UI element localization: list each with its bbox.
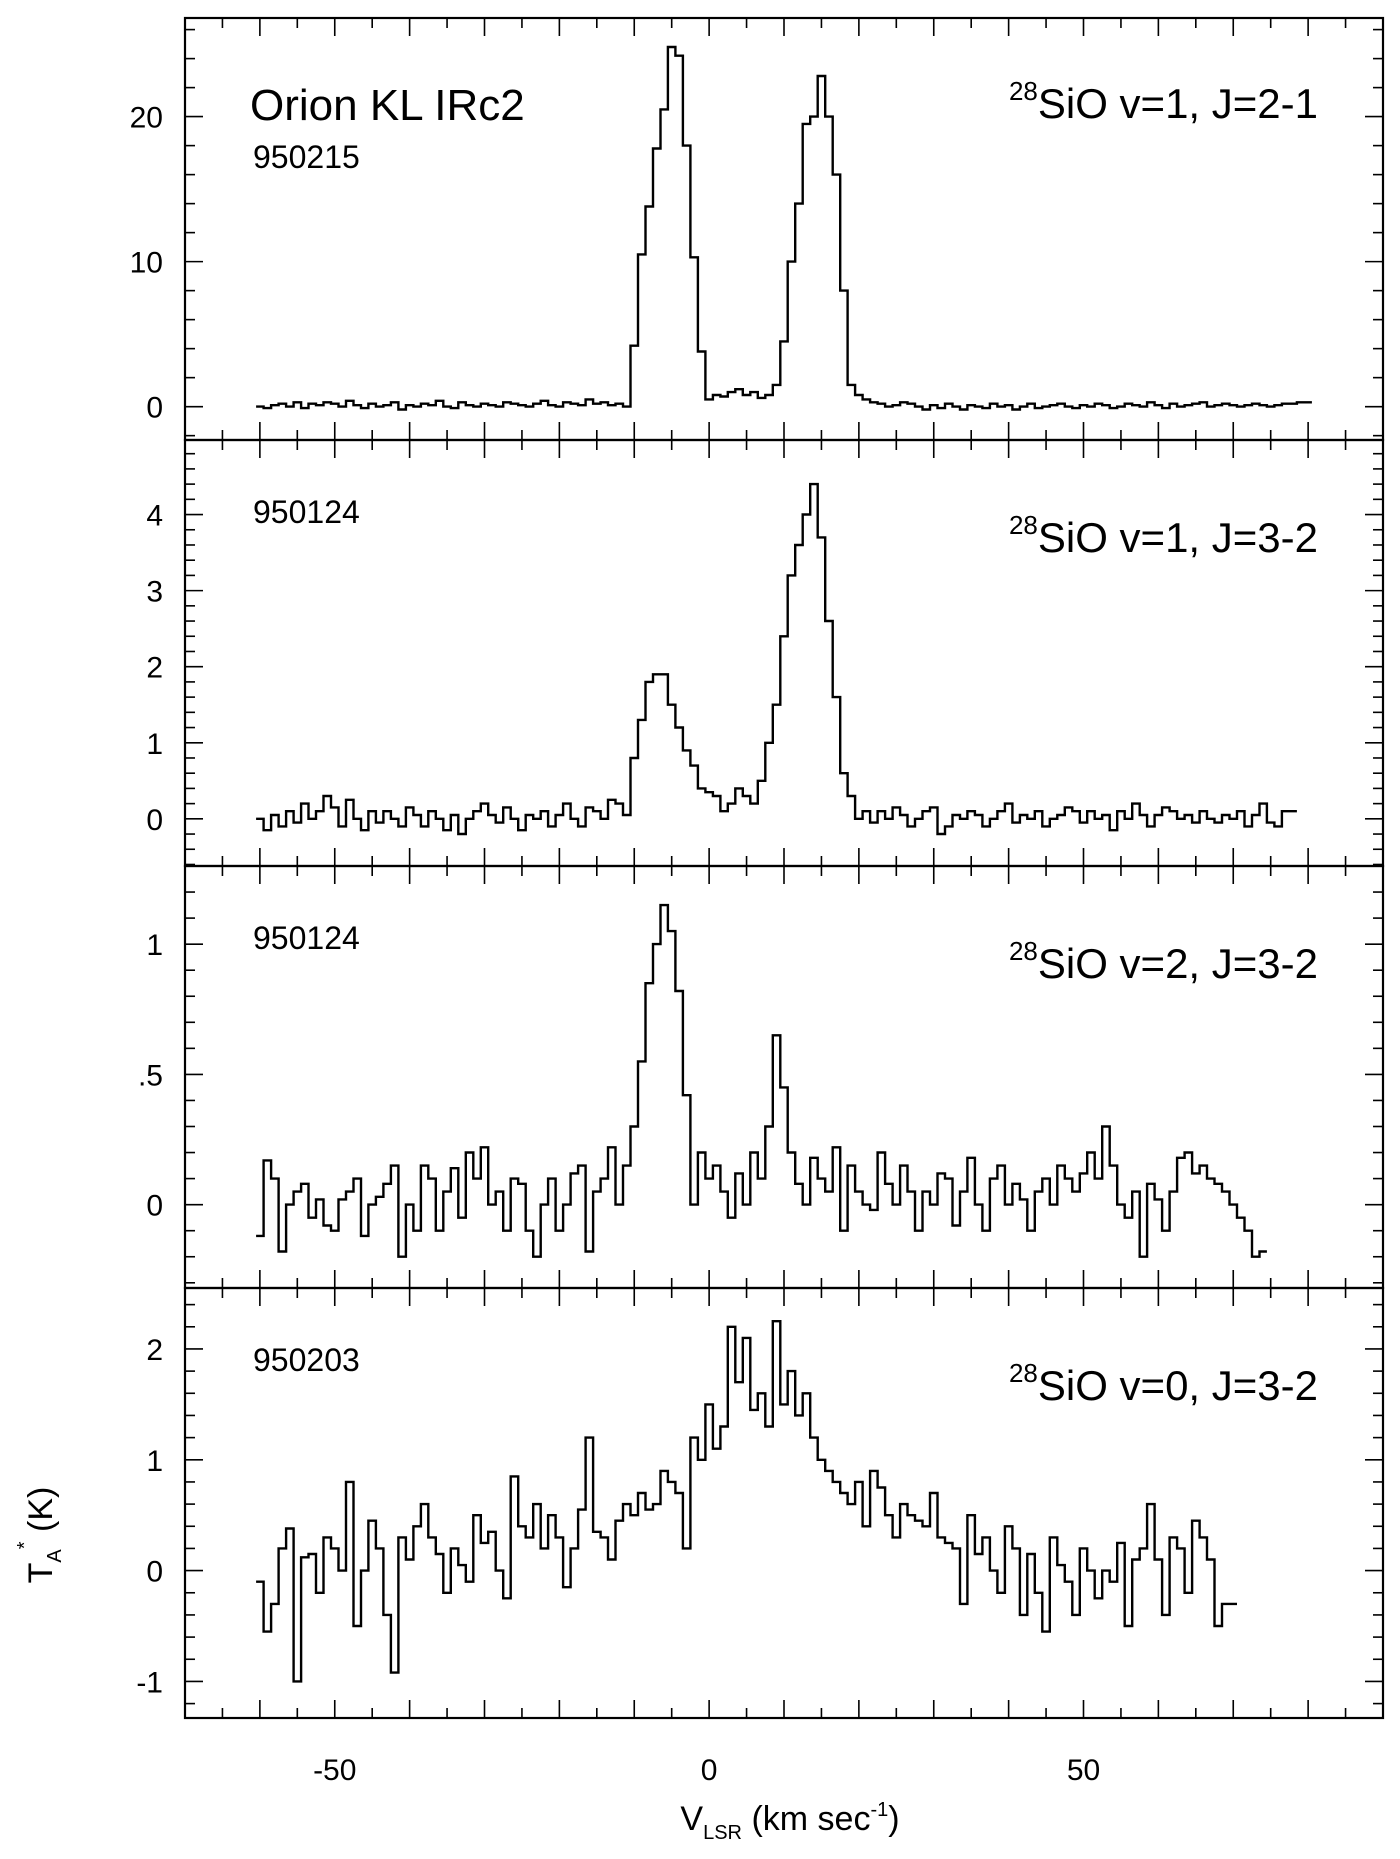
y-axis-label-main: T [22,1563,60,1584]
y-tick-label: 1 [146,728,163,761]
x-tick-label: 0 [701,1754,718,1787]
transition-text: SiO v=0, J=3-2 [1038,1362,1318,1409]
x-axis-label-main: V [680,1800,703,1838]
y-tick-label: .5 [138,1059,163,1092]
spectrum-line [256,482,1297,836]
x-tick-label: 50 [1067,1754,1100,1787]
y-tick-label: 20 [130,102,163,135]
x-axis-label-rest: (km sec [742,1800,870,1838]
panel-transition-label: 28SiO v=1, J=3-2 [1009,510,1318,561]
panel-date-label: 950215 [253,139,360,175]
y-tick-label: 2 [146,1334,163,1367]
panel-date-label: 950124 [253,920,360,956]
spectrum-line [256,1320,1237,1683]
panel-frame [183,864,1385,1290]
y-tick-label: 1 [146,929,163,962]
x-axis-label-close: ) [888,1800,899,1838]
panel-3: 0 .5 1 950124 28SiO v=2, J=3-2 [138,864,1385,1290]
panel-2: 0 1 2 3 4 950124 28SiO v=1, J=3-2 [146,438,1385,868]
x-axis-label-sub: LSR [703,1822,742,1844]
y-axis-label: TA * (K) [14,1487,66,1584]
y-axis-label-rest: (K) [22,1487,60,1542]
panel-4: -1 0 1 2 950203 28SiO v=0, J=3-2 [136,1286,1385,1720]
isotope-superscript: 28 [1009,936,1038,966]
transition-text: SiO v=1, J=2-1 [1038,80,1318,127]
isotope-superscript: 28 [1009,1358,1038,1388]
panel-date-label: 950124 [253,494,360,530]
y-tick-label: 0 [146,392,163,425]
y-axis-label-sub: A [44,1549,66,1563]
y-tick-label: 10 [130,247,163,280]
y-tick-label: 0 [146,1556,163,1589]
spectrum-line [256,903,1267,1258]
y-tick-label: 1 [146,1445,163,1478]
panel-1: 0 10 20 Orion KL IRc2 950215 28SiO v=1, J=2-1 [130,16,1385,442]
y-tick-label: 0 [146,1190,163,1223]
panel-frame [183,1286,1385,1720]
panel-transition-label: 28SiO v=2, J=3-2 [1009,936,1318,987]
panel-transition-label: 28SiO v=0, J=3-2 [1009,1358,1318,1409]
y-tick-label: 0 [146,804,163,837]
panel-source-title: Orion KL IRc2 [250,81,525,130]
x-axis-label-exp: -1 [870,1799,888,1821]
transition-text: SiO v=1, J=3-2 [1038,514,1318,561]
y-axis-label-sup: * [14,1541,36,1549]
panel-date-label: 950203 [253,1342,360,1378]
spectrum-line [256,45,1312,411]
panel-transition-label: 28SiO v=1, J=2-1 [1009,76,1318,127]
x-axis-label: VLSR (km sec-1) [680,1799,899,1844]
transition-text: SiO v=2, J=3-2 [1038,940,1318,987]
panel-frame [183,438,1385,868]
y-tick-label: 4 [146,500,163,533]
isotope-superscript: 28 [1009,76,1038,106]
x-tick-label: -50 [313,1754,356,1787]
y-tick-label: 2 [146,652,163,685]
y-tick-label: 3 [146,576,163,609]
isotope-superscript: 28 [1009,510,1038,540]
y-tick-label: -1 [136,1666,163,1699]
